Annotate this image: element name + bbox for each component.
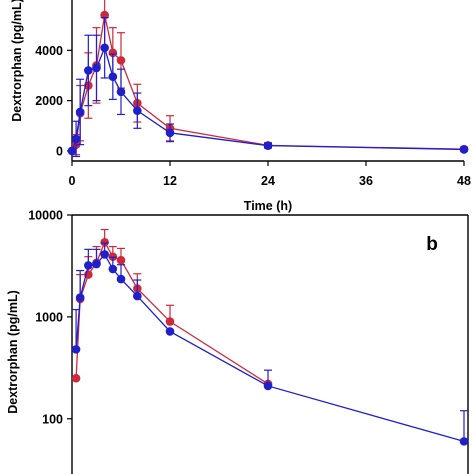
data-point [92, 63, 101, 73]
data-point [165, 317, 175, 326]
data-point [459, 145, 469, 154]
data-point [100, 237, 109, 247]
panel-a-x-ticks: 0 12 24 36 48 [69, 161, 471, 188]
data-point [165, 128, 175, 138]
panel-b-label: b [426, 234, 438, 255]
panel-b-y-ticks: 100 1000 10000 [28, 209, 72, 426]
panel-a-y-tick-label: 0 [56, 144, 63, 158]
panel-a-x-tick-label: 0 [69, 174, 76, 188]
data-point [75, 293, 85, 302]
data-point [71, 134, 81, 144]
data-point [165, 327, 175, 336]
data-point [108, 72, 118, 82]
data-point [263, 141, 273, 150]
data-point [116, 274, 126, 284]
panel-a-x-axis-title: Time (h) [244, 199, 292, 213]
data-point [75, 107, 85, 117]
panel-a-series [67, 0, 469, 158]
panel-a-x-tick-label: 48 [457, 174, 471, 188]
data-point [133, 106, 142, 115]
data-point [100, 43, 109, 53]
panel-a-x-tick-label: 24 [261, 174, 275, 188]
panel-a-y-tick-label: 2000 [35, 94, 63, 108]
data-point [108, 264, 118, 274]
panel-b-y-tick-label: 1000 [35, 310, 63, 324]
data-point [84, 261, 93, 270]
data-point [116, 255, 126, 265]
panel-b-series-1 [71, 242, 469, 446]
data-point [100, 250, 109, 259]
panel-a-y-tick-label: 4000 [35, 44, 63, 58]
data-point [116, 87, 126, 97]
data-point [71, 373, 81, 383]
data-point [92, 259, 101, 269]
data-point [459, 437, 469, 446]
data-point [71, 345, 81, 354]
panel-b-y-axis-title: Dextrorphan (pg/mL) [6, 290, 20, 414]
series-line [71, 14, 465, 152]
panel-a-y-axis-title: Dextrorphan (pg/mL) [10, 0, 24, 122]
panel-a-series-1 [67, 17, 469, 158]
data-point [108, 48, 118, 58]
data-point [133, 291, 142, 301]
series-line [75, 240, 269, 385]
panel-b-y-tick-label: 10000 [28, 209, 63, 223]
panel-a-series-0 [67, 0, 469, 156]
series-line [71, 45, 465, 152]
panel-b: 100 1000 10000 Dextrorphan (pg/mL) b [6, 209, 469, 474]
panel-b-y-tick-label: 100 [42, 412, 63, 426]
panel-a-x-tick-label: 12 [163, 174, 177, 188]
data-point [263, 381, 273, 391]
panel-a-y-ticks: 0 2000 4000 [35, 44, 72, 158]
panel-b-series [71, 228, 469, 446]
panel-a-x-tick-label: 36 [359, 174, 373, 188]
data-point [84, 66, 93, 75]
data-point [116, 56, 126, 65]
data-point [67, 146, 77, 156]
